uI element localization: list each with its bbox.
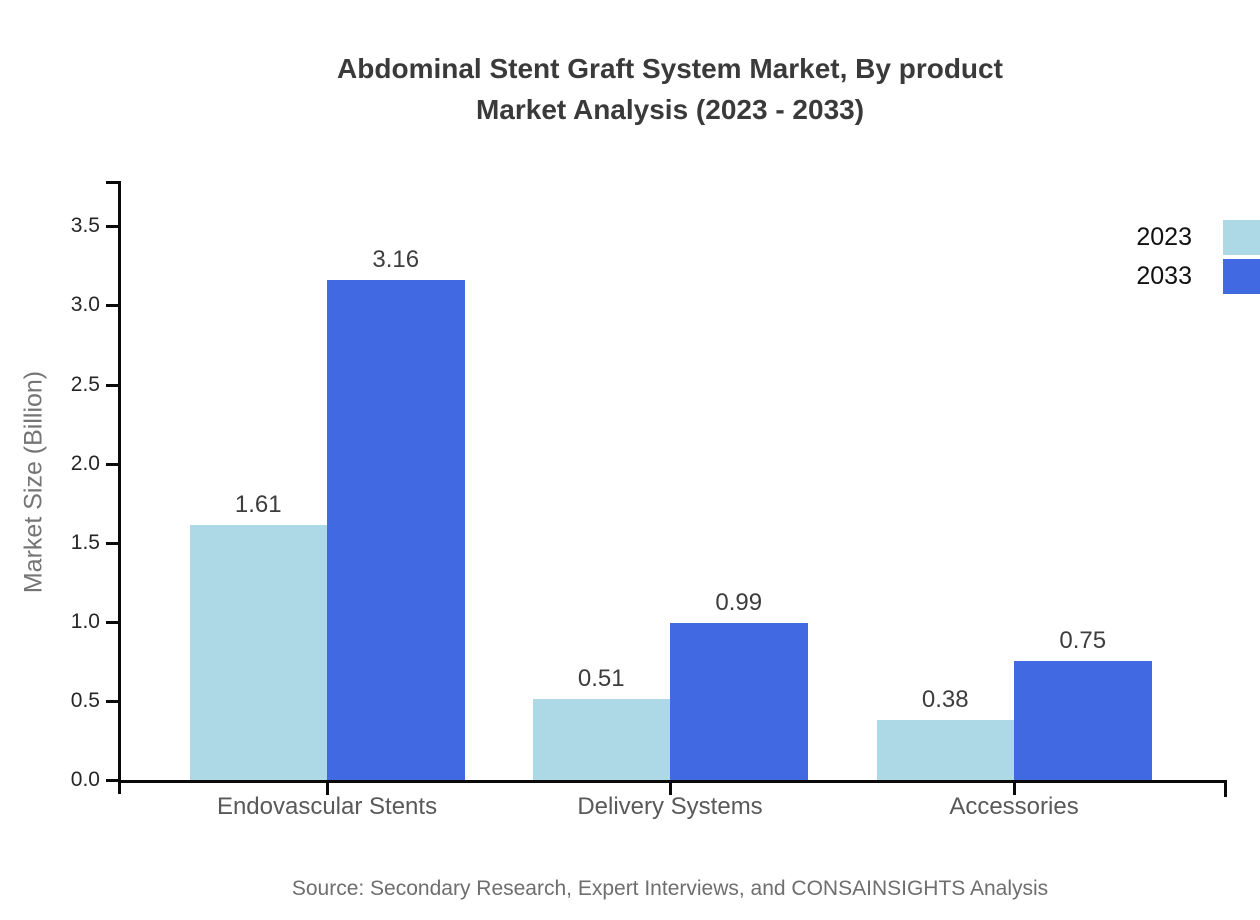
y-tick-label: 1.5 xyxy=(70,530,100,554)
y-tick-label: 3.5 xyxy=(70,214,100,238)
bar-2033 xyxy=(1014,661,1152,780)
legend-swatch-2023 xyxy=(1223,220,1260,255)
y-tick-mark xyxy=(106,462,118,466)
y-tick-mark xyxy=(106,383,118,387)
y-tick-label: 0.5 xyxy=(70,688,100,712)
legend-label-2033: 2033 xyxy=(1136,262,1192,290)
chart-title: Abdominal Stent Graft System Market, By … xyxy=(118,48,1222,130)
y-tick-label: 2.0 xyxy=(70,451,100,475)
y-axis-spine xyxy=(118,181,121,794)
bar-value-label: 0.75 xyxy=(1059,627,1107,655)
bar-value-label: 0.99 xyxy=(715,589,763,617)
y-tick-label: 3.0 xyxy=(70,293,100,317)
bar-2033 xyxy=(327,280,465,780)
bar-2023 xyxy=(532,699,670,780)
bar-value-label: 0.51 xyxy=(577,665,625,693)
y-axis-end-tick xyxy=(106,181,118,184)
bar-2023 xyxy=(189,525,327,780)
y-tick-mark xyxy=(106,699,118,703)
legend-swatch-2033 xyxy=(1223,259,1260,294)
bar-2023 xyxy=(876,719,1014,780)
y-tick-mark xyxy=(106,779,118,782)
y-tick-label: 0.0 xyxy=(70,768,100,791)
category-label: Endovascular Stents xyxy=(216,793,438,820)
legend-label-2023: 2023 xyxy=(1136,223,1192,251)
source-note: Source: Secondary Research, Expert Inter… xyxy=(291,877,1049,900)
category-label: Accessories xyxy=(949,793,1079,820)
chart-title-line1: Abdominal Stent Graft System Market, By … xyxy=(337,53,1003,84)
bar-2033 xyxy=(670,623,808,780)
x-axis-end-tick xyxy=(1224,780,1227,797)
bar-value-label: 3.16 xyxy=(372,246,420,274)
y-tick-mark xyxy=(106,541,118,545)
bar-value-label: 1.61 xyxy=(234,491,282,519)
x-tick-mark xyxy=(669,780,672,795)
y-tick-mark xyxy=(106,620,118,624)
bar-value-label: 0.38 xyxy=(921,685,969,713)
category-label: Delivery Systems xyxy=(577,793,763,820)
x-tick-mark xyxy=(326,780,329,795)
y-tick-mark xyxy=(106,225,118,229)
y-tick-label: 1.0 xyxy=(70,609,100,633)
y-tick-label: 2.5 xyxy=(70,372,100,396)
x-axis-spine xyxy=(118,780,1227,783)
y-tick-mark xyxy=(106,304,118,308)
x-tick-mark xyxy=(1013,780,1016,795)
chart-title-line2: Market Analysis (2023 - 2033) xyxy=(475,94,865,125)
